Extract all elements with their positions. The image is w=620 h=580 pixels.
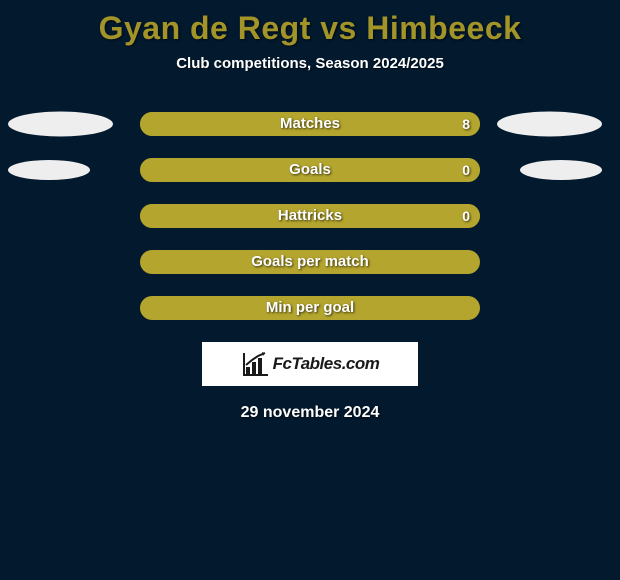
stat-label: Matches (140, 112, 480, 136)
stat-row: Goals0 (0, 158, 620, 182)
stats-container: Matches8Goals0Hattricks0Goals per matchM… (0, 112, 620, 320)
stat-bar: Goals0 (140, 158, 480, 182)
logo-text: FcTables.com (273, 354, 380, 374)
stat-label: Hattricks (140, 204, 480, 228)
stat-bar: Goals per match (140, 250, 480, 274)
player1-marker (8, 112, 113, 137)
player1-marker (8, 160, 90, 180)
player2-name: Himbeeck (366, 10, 521, 46)
source-logo: FcTables.com (202, 342, 418, 386)
stat-bar: Matches8 (140, 112, 480, 136)
stat-label: Goals (140, 158, 480, 182)
snapshot-date: 29 november 2024 (0, 404, 620, 422)
stat-value: 0 (462, 158, 470, 182)
stat-row: Hattricks0 (0, 204, 620, 228)
stat-value: 8 (462, 112, 470, 136)
barchart-icon (241, 351, 269, 377)
stat-label: Goals per match (140, 250, 480, 274)
subtitle: Club competitions, Season 2024/2025 (0, 55, 620, 72)
stat-row: Goals per match (0, 250, 620, 274)
stat-label: Min per goal (140, 296, 480, 320)
stat-value: 0 (462, 204, 470, 228)
vs-label: vs (320, 10, 357, 46)
stat-bar: Min per goal (140, 296, 480, 320)
player2-marker (497, 112, 602, 137)
player1-name: Gyan de Regt (99, 10, 311, 46)
stat-bar: Hattricks0 (140, 204, 480, 228)
stat-row: Min per goal (0, 296, 620, 320)
comparison-title: Gyan de Regt vs Himbeeck (0, 0, 620, 47)
stat-row: Matches8 (0, 112, 620, 136)
player2-marker (520, 160, 602, 180)
